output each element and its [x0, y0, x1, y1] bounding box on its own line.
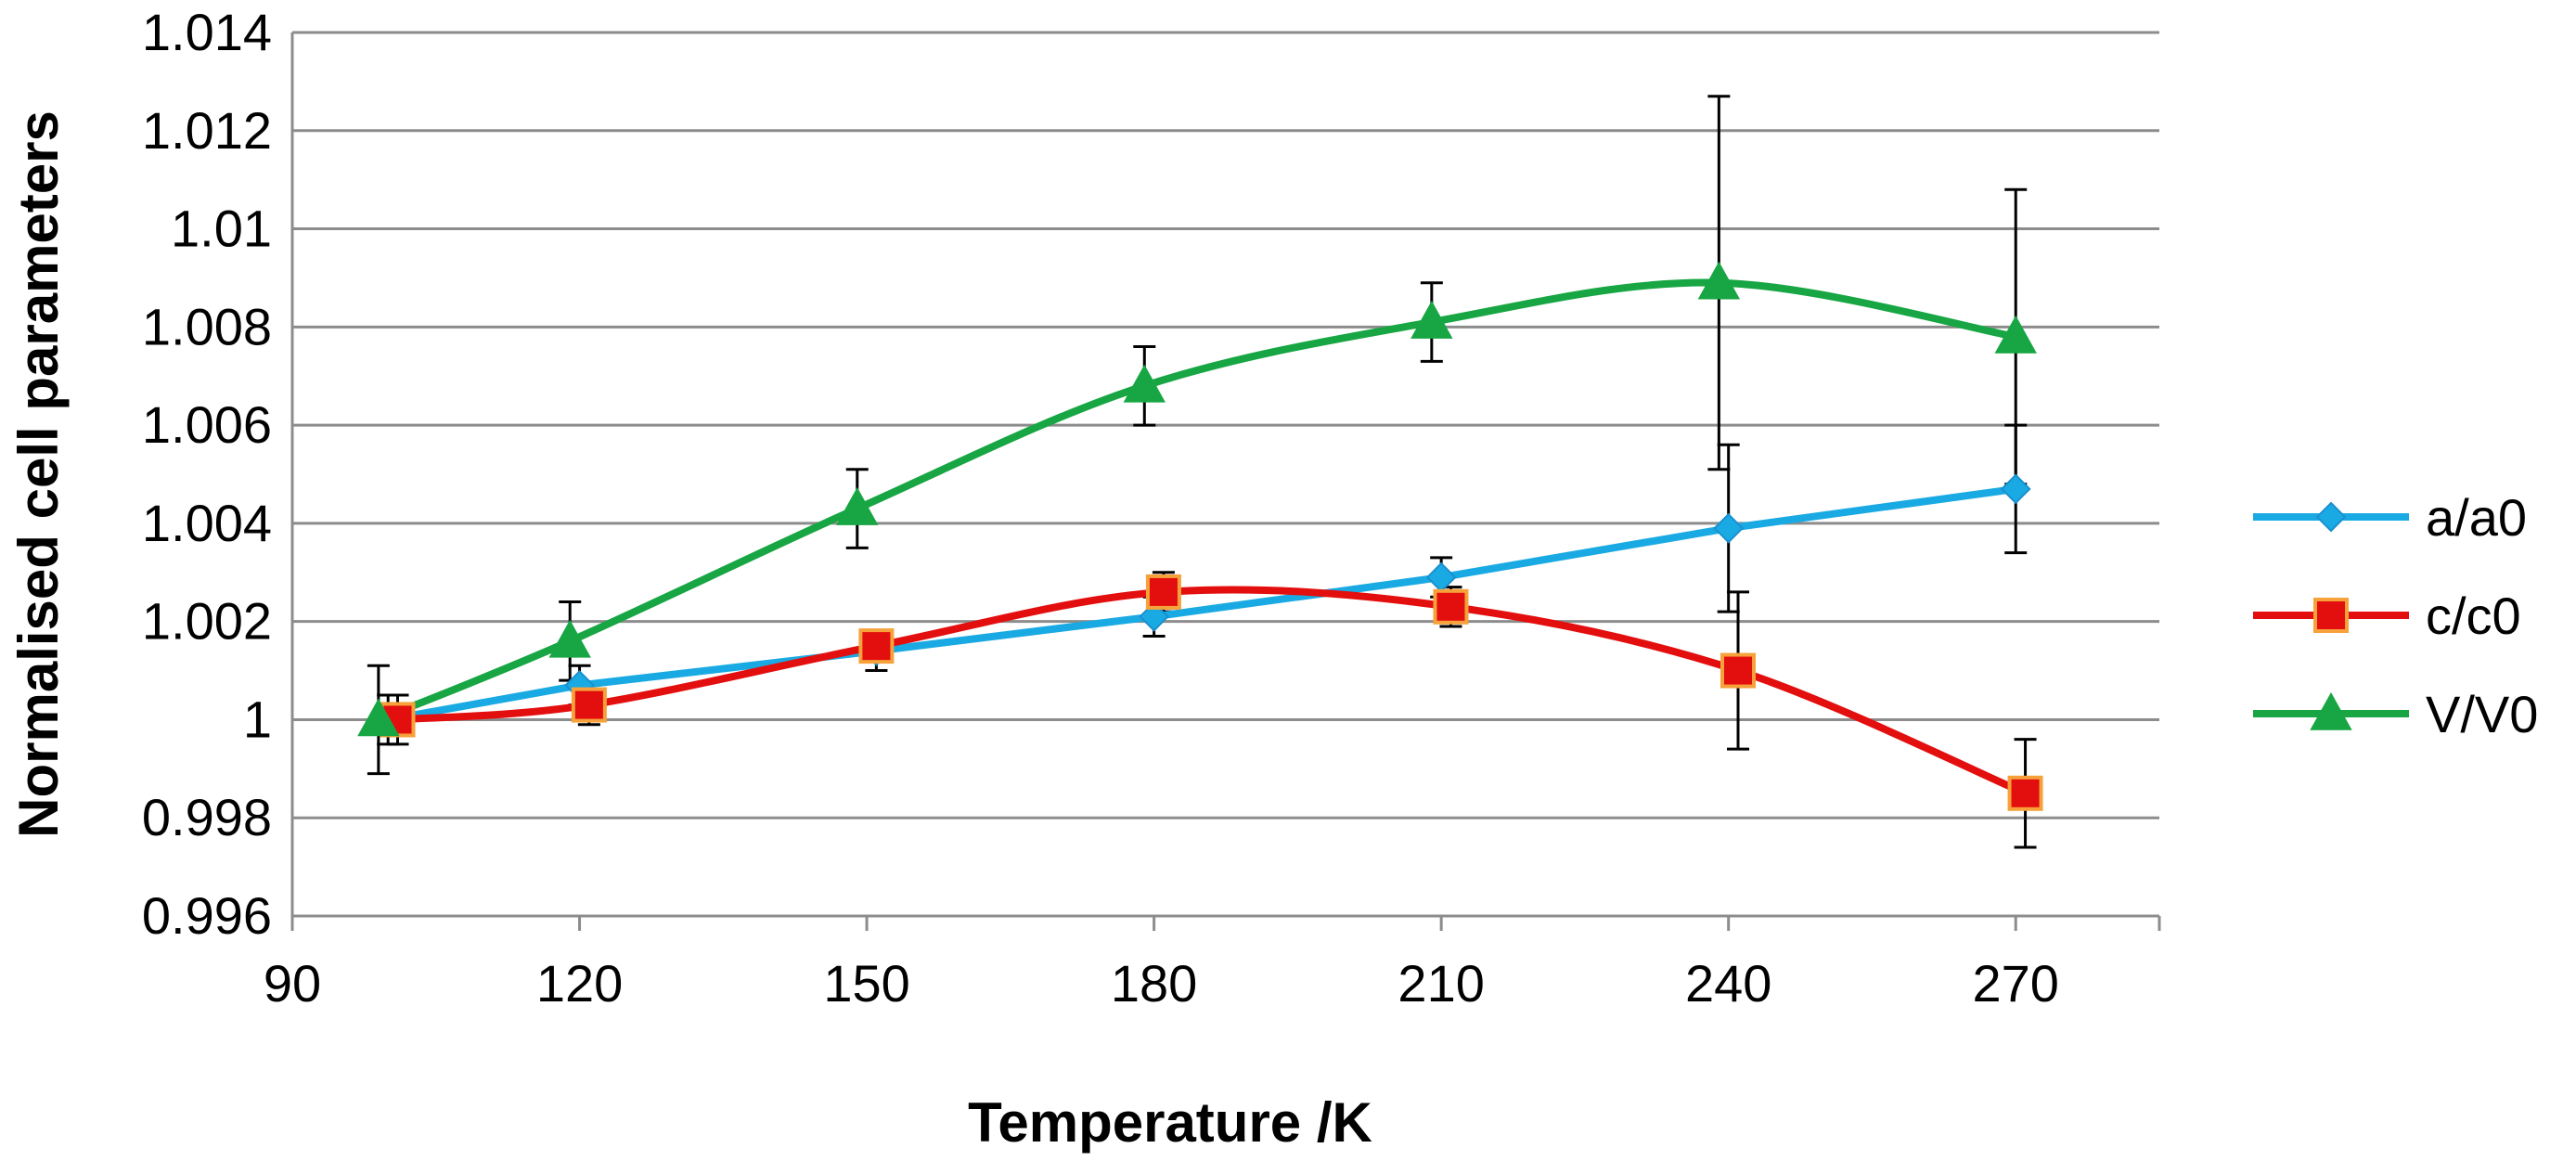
x-tick-label: 210 [1397, 954, 1484, 1013]
y-tick-label: 1.01 [171, 200, 272, 258]
data-point-c-c0 [858, 628, 895, 664]
data-point-a-a0 [2000, 473, 2031, 505]
y-tick-label: 1.014 [142, 3, 272, 61]
y-tick-labels: 0.996 0.998 1 1.002 1.004 1.006 1.008 1.01 1.012… [142, 3, 272, 945]
x-axis-title: Temperature /K [968, 1091, 1372, 1154]
x-tick-label: 240 [1685, 954, 1771, 1013]
y-tick-label: 0.996 [142, 886, 272, 945]
data-point-v-v0 [548, 619, 591, 658]
y-tick-label: 1.006 [142, 395, 272, 454]
x-tick-label: 120 [536, 954, 623, 1013]
x-tick-label: 150 [823, 954, 909, 1013]
legend-label: c/c0 [2426, 587, 2521, 645]
y-tick-label: 1.012 [142, 101, 272, 160]
data-point-v-v0 [1410, 300, 1453, 339]
legend: a/a0 c/c0 V/V0 [2253, 488, 2538, 743]
data-point-v-v0 [1994, 315, 2037, 354]
data-point-v-v0 [357, 698, 400, 737]
data-point-v-v0 [1123, 364, 1166, 403]
data-point-c-c0 [571, 687, 607, 723]
legend-label: a/a0 [2426, 488, 2527, 547]
x-tick-label: 90 [264, 954, 321, 1013]
legend-entry-a-a0: a/a0 [2253, 488, 2527, 547]
series-markers [357, 261, 2043, 811]
y-axis-title: Normalised cell parameters [7, 110, 70, 838]
data-point-v-v0 [836, 486, 879, 525]
legend-marker [2315, 501, 2347, 533]
y-tick-label: 1.002 [142, 592, 272, 651]
legend-entry-v-v0: V/V0 [2253, 685, 2538, 743]
y-tick-label: 1 [243, 690, 272, 748]
y-tick-label: 1.004 [142, 494, 272, 552]
x-tick-labels: 90 120 150 180 210 240 270 [264, 954, 2059, 1013]
series-line-v-v0 [374, 278, 2020, 724]
legend-entry-c-c0: c/c0 [2253, 587, 2521, 645]
series-lines [374, 278, 2029, 797]
data-point-a-a0 [1713, 512, 1745, 544]
x-tick-label: 270 [1973, 954, 2059, 1013]
data-point-v-v0 [1697, 261, 1741, 300]
y-tick-label: 1.008 [142, 297, 272, 355]
data-point-c-c0 [1433, 588, 1469, 625]
legend-marker [2310, 691, 2352, 730]
error-bars [367, 95, 2037, 849]
axes [290, 32, 2161, 931]
x-tick-label: 180 [1111, 954, 1197, 1013]
legend-label: V/V0 [2426, 685, 2538, 743]
data-point-c-c0 [2007, 775, 2043, 811]
data-point-c-c0 [1145, 574, 1181, 610]
data-point-c-c0 [1720, 652, 1757, 689]
y-tick-label: 0.998 [142, 788, 272, 846]
legend-marker [2313, 598, 2349, 633]
